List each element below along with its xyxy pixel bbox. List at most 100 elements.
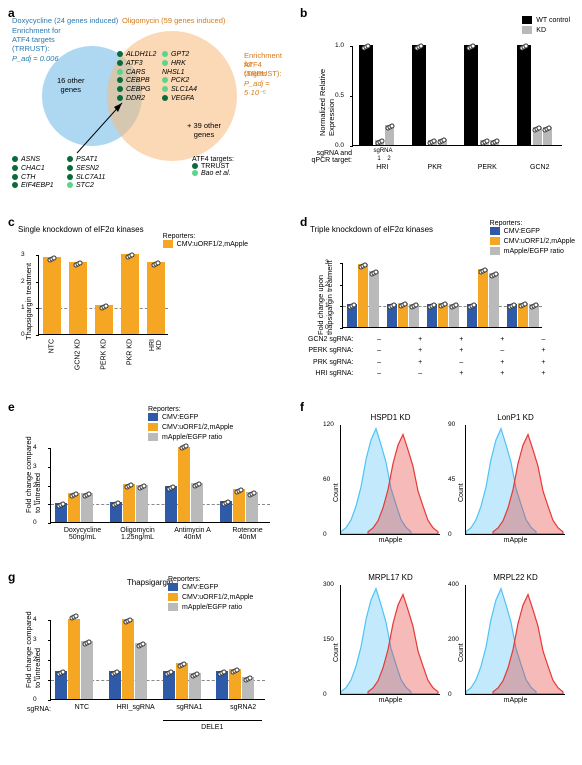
left-only-genes-col1: ASNSCHAC1CTHEIF4EBP1 [12, 156, 54, 191]
gene-name: PSAT1 [76, 156, 98, 163]
figure-root: a Doxycycline (24 genes induced) Enrichm… [0, 0, 582, 765]
matrix-cell: – [360, 358, 399, 367]
gene-name: CTH [21, 174, 35, 181]
y-tick: 3 [33, 636, 37, 643]
histogram: LonP1 KDCountmApple04590 [465, 425, 565, 535]
y-tick: 45 [448, 476, 455, 483]
bar [135, 643, 147, 699]
y-tick: 3 [325, 259, 329, 266]
x-group-label: PERK [464, 164, 511, 171]
sw-icon [168, 603, 178, 611]
venn-right-p: P_adj = 5·10⁻⁵ [244, 79, 272, 97]
matrix-cell: + [401, 358, 440, 367]
sgrna-sublabel: sgRNA [371, 148, 395, 154]
gene-row: HRK [162, 60, 197, 69]
sw-icon [148, 423, 158, 431]
panel-e-plot: 01234Doxycycline 50ng/mLOligomycin 1.25n… [50, 448, 270, 523]
data-point [523, 302, 528, 307]
data-point [114, 670, 119, 675]
data-point [87, 640, 92, 645]
data-point [184, 444, 189, 449]
bar [358, 264, 368, 327]
data-point [52, 255, 57, 260]
bar [517, 45, 531, 145]
gene-row: CEBPB [117, 77, 156, 86]
matrix-cell: + [442, 369, 481, 378]
data-point [197, 481, 202, 486]
leg-g-2: mApple/EGFP ratio [182, 604, 242, 611]
atf4-legend-bao: Bao et al. [192, 170, 234, 177]
matrix-cell: – [442, 358, 481, 367]
matrix-cell: + [524, 369, 563, 378]
y-tick: 1 [21, 304, 25, 311]
histogram-xlabel: mApple [341, 697, 440, 704]
dot-dark-icon [117, 51, 123, 57]
panel-c-legend-title: Reporters: [163, 233, 248, 240]
tick-mark [36, 282, 39, 283]
histogram-title: LonP1 KD [466, 413, 565, 422]
y-tick: 0 [33, 519, 37, 526]
matrix-row: GCN2 sgRNA:–+++– [302, 335, 563, 344]
legend-row: CMV:uORF1/2,mApple [148, 423, 233, 431]
matrix-rowlabel: HRI sgRNA: [302, 369, 358, 378]
tick-mark [36, 335, 39, 336]
leg-e-1: CMV:uORF1/2,mApple [162, 424, 233, 431]
gene-row: CARS [117, 69, 156, 78]
leg-d-2: mApple/EGFP ratio [504, 248, 564, 255]
matrix-cell: – [483, 346, 522, 355]
bar [176, 663, 188, 699]
data-point [194, 672, 199, 677]
panel-f-label: f [300, 400, 304, 414]
x-label: Oligomycin 1.25ng/mL [110, 527, 165, 541]
panel-d-plot: 0123 [342, 263, 542, 328]
data-point [547, 126, 552, 131]
dot-light-icon [162, 86, 168, 92]
legend-row: CMV:EGFP [168, 583, 253, 591]
data-point [248, 676, 253, 681]
data-point [156, 261, 161, 266]
y-tick: 60 [323, 476, 330, 483]
gene-row: NHSL1 [162, 69, 197, 78]
gene-row: PCK2 [162, 77, 197, 86]
venn-left-sub1: Enrichment for [12, 26, 61, 35]
gene-row: CEBPG [117, 86, 156, 95]
x-label: Doxycycline 50ng/mL [55, 527, 110, 541]
y-tick: 3 [33, 463, 37, 470]
x-label: PERK KD [101, 339, 108, 370]
sw-icon [148, 413, 158, 421]
panel-d-label: d [300, 215, 307, 229]
intersect-genes-right: GPT2HRKNHSL1PCK2SLC1A4VEGFA [162, 51, 197, 104]
y-tick: 150 [323, 636, 334, 643]
dot-light-icon [117, 69, 123, 75]
gene-row: ASNS [12, 156, 54, 165]
data-point [537, 126, 542, 131]
data-point [483, 267, 488, 272]
gene-row: ALDH1L2 [117, 51, 156, 60]
x-label: GCN2 KD [75, 339, 82, 370]
data-point [443, 302, 448, 307]
gene-name: VEGFA [171, 95, 194, 102]
gene-name: CARS [126, 69, 145, 76]
bar [412, 45, 426, 145]
matrix-cell: + [401, 335, 440, 344]
y-tick: 2 [33, 656, 37, 663]
data-point [235, 668, 240, 673]
gene-name: NHSL1 [162, 69, 185, 76]
leg-e-0: CMV:EGFP [162, 414, 198, 421]
gene-name: ATF3 [126, 60, 143, 67]
data-point [512, 303, 517, 308]
panel-d-legend-title: Reporters: [490, 220, 575, 227]
panel-d: Triple knockdown of eIF2α kinases Fold c… [310, 225, 575, 395]
leg-g-1: CMV:uORF1/2,mApple [182, 594, 253, 601]
tick-mark [48, 448, 51, 449]
histogram-xlabel: mApple [341, 537, 440, 544]
gene-name: DDR2 [126, 95, 145, 102]
tick-mark [340, 328, 343, 329]
venn-left-only-header: 16 other genes [57, 76, 85, 94]
panel-b-ylabel: Normalized Relative Expression [318, 69, 336, 136]
sgrna-row-label: sgRNA: [19, 706, 51, 713]
x-group-label: PKR [412, 164, 459, 171]
panel-g-label: g [8, 570, 15, 584]
y-tick: 0 [21, 331, 25, 338]
gene-name: ASNS [21, 156, 40, 163]
